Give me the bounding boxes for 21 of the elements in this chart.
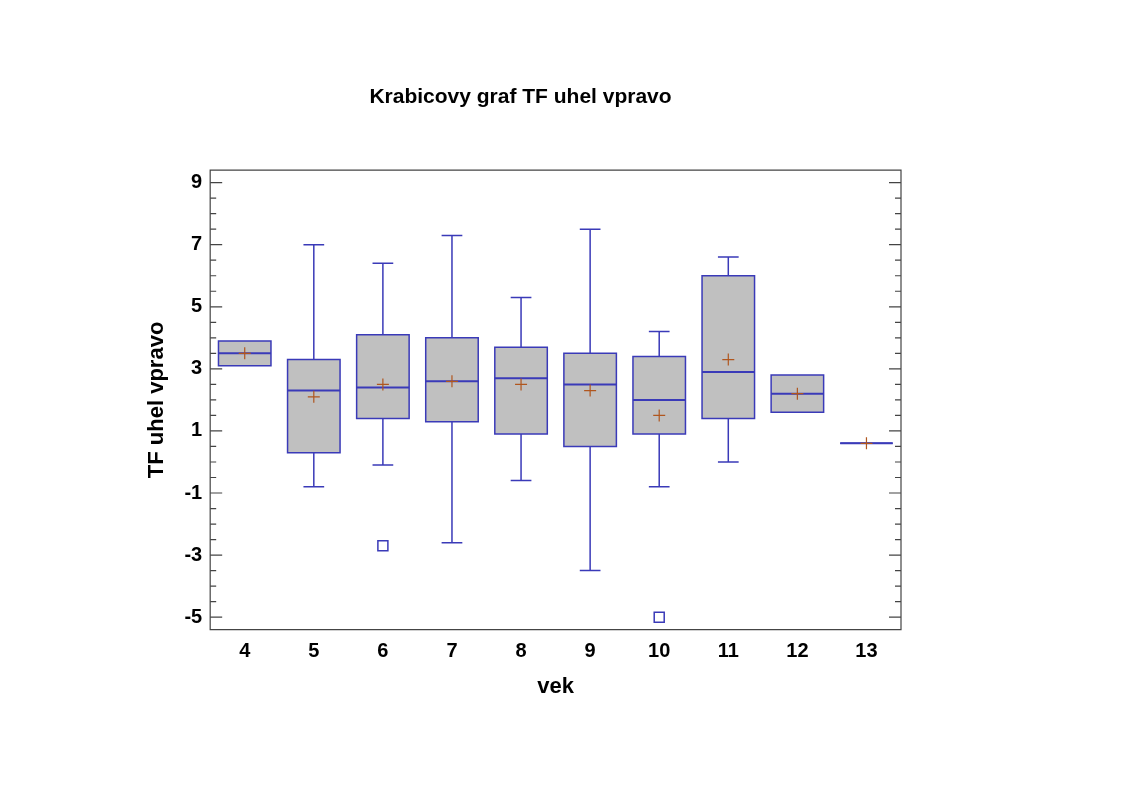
x-axis-title: vek [537, 672, 575, 698]
y-tick-label: -1 [184, 480, 203, 503]
y-axis-title: TF uhel vpravo [143, 321, 169, 479]
x-tick-label: 5 [308, 639, 320, 662]
x-tick-label: 9 [584, 639, 596, 662]
y-tick-label: 9 [191, 170, 203, 193]
y-tick-label: 7 [191, 232, 203, 255]
x-tick-label: 4 [239, 639, 252, 662]
x-tick-label: 10 [648, 639, 671, 662]
y-tick-label: 5 [191, 294, 203, 317]
x-tick-label: 8 [515, 639, 527, 662]
y-tick-label: -3 [184, 542, 203, 565]
x-tick-label: 7 [446, 639, 458, 662]
x-tick-label: 13 [855, 639, 878, 662]
chart-title: Krabicovy graf TF uhel vpravo [369, 84, 672, 108]
x-tick-label: 6 [377, 639, 389, 662]
x-tick-label: 12 [786, 639, 809, 662]
y-tick-label: 3 [191, 356, 203, 379]
y-tick-label: -5 [184, 604, 203, 627]
x-tick-label: 11 [717, 639, 739, 662]
y-tick-label: 1 [191, 418, 203, 441]
